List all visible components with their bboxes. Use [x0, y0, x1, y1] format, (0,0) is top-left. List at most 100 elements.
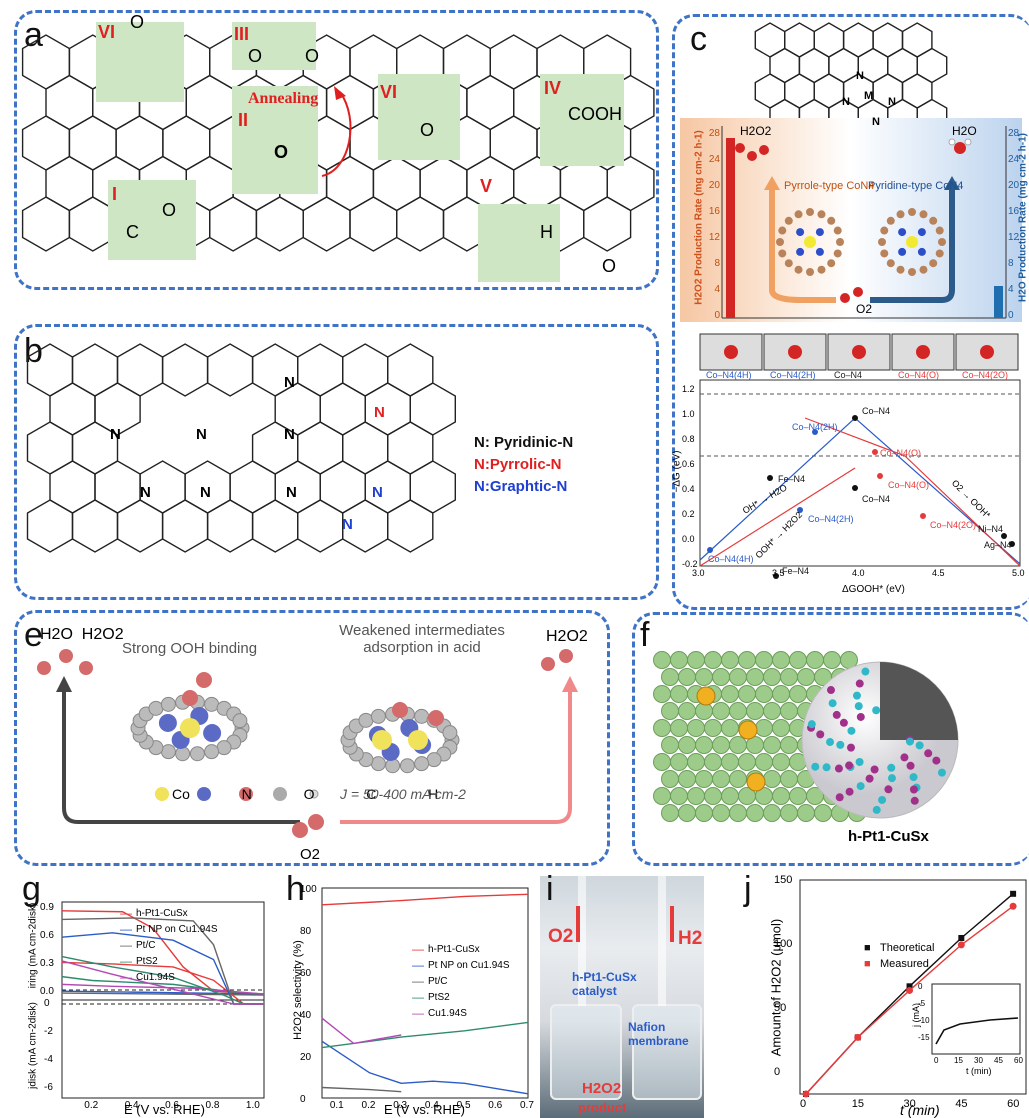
surface-site [854, 702, 863, 711]
data-point [854, 1033, 862, 1041]
surface-site [909, 785, 918, 794]
inset-xtick: 60 [1014, 1056, 1023, 1065]
surface-site [826, 738, 835, 747]
axis-tick-label: 20 [708, 180, 720, 191]
surface-site [828, 699, 837, 708]
surface-site [836, 740, 845, 749]
surface-site [832, 710, 841, 719]
point-label: Co–N4(2H) [808, 514, 854, 524]
d-ytick: -0.2 [682, 559, 698, 569]
f-caption: h-Pt1-CuSx [848, 828, 929, 845]
legend-swatch: — [412, 974, 424, 988]
carbon-atom [929, 259, 938, 268]
inset-xtick: 45 [994, 1056, 1003, 1065]
adsorbate [724, 345, 738, 359]
surface-site [845, 761, 854, 770]
panel-e-label: e [24, 616, 43, 654]
carbon-atom [806, 208, 814, 216]
nitrogen-atom [917, 247, 926, 256]
adsorbate [788, 345, 802, 359]
nitrogen-atom [796, 228, 805, 237]
surface-site [932, 756, 941, 765]
nitrogen-atom [796, 247, 805, 256]
tag-iii: III [234, 24, 250, 44]
disk-current-line [61, 960, 264, 1005]
legend-swatch: — [412, 990, 424, 1004]
carbon-atom [778, 226, 787, 235]
surface-site [835, 793, 844, 802]
oxygen-atom [428, 710, 444, 726]
surface-site [822, 763, 831, 772]
axis-tick-label: 12 [708, 232, 720, 243]
surface-site [884, 785, 893, 794]
d-ytick: 0.6 [682, 459, 695, 469]
surface-site [900, 753, 909, 762]
carbon-atom [189, 746, 205, 762]
surface-site [845, 787, 854, 796]
ketone-oxygen: O [130, 12, 145, 32]
data-point [1010, 890, 1017, 897]
product-oxygen [541, 657, 555, 671]
cobalt-atom [180, 718, 200, 738]
pt-atom [696, 686, 716, 706]
inset-xtick: 30 [974, 1056, 983, 1065]
point-label: Co–N4(2O) [930, 520, 977, 530]
point-label: Co–N4 [862, 494, 891, 504]
axis-tick-label: 28 [708, 128, 720, 139]
e-o2: O2 [300, 846, 321, 863]
structure-label: Co–N4(O) [898, 370, 940, 380]
selectivity-line [321, 1017, 402, 1045]
g-ring-tick: 0.9 [40, 902, 54, 913]
legend-graphitic: N:Graphtic-N [474, 478, 568, 495]
h-ytick: 100 [300, 884, 317, 895]
n-atom-graphitic-2: N [342, 516, 353, 533]
surface-site [839, 718, 848, 727]
data-point [920, 513, 926, 519]
carbon-atom [919, 265, 928, 274]
carbon-atom [908, 268, 916, 276]
axis-tick-label: 4 [714, 284, 720, 295]
carbon-atom [836, 238, 844, 246]
selectivity-line [321, 1086, 402, 1093]
data-point [707, 547, 713, 553]
axis-tick-label: 24 [708, 154, 720, 165]
surface-site [826, 686, 835, 695]
c-h2o2-label: H2O2 [740, 124, 772, 138]
h-ytick: 40 [300, 1010, 312, 1021]
j-xtick: 60 [1007, 1098, 1020, 1110]
e-weakened: Weakened intermediates adsorption in aci… [339, 622, 505, 656]
surface-site [811, 762, 820, 771]
adsorbate [980, 345, 994, 359]
surface-site [807, 720, 816, 729]
c-n-1: N [842, 96, 850, 108]
g-ring-tick: 0.3 [40, 958, 54, 969]
product-oxygen [559, 649, 573, 663]
carbon-atom [806, 268, 814, 276]
h-ytick: 60 [300, 968, 312, 979]
h-ytick: 0 [300, 1094, 306, 1105]
cooh-label: COOH [568, 104, 622, 124]
e-left-products: H2O H2O2 [40, 626, 124, 643]
structure-label: Co–N4(2O) [962, 370, 1009, 380]
carbon-atom [784, 259, 793, 268]
inset-current-line [935, 1017, 1019, 1045]
d-xtick: 4.5 [932, 568, 945, 578]
n-atom-7: N [286, 484, 297, 501]
surface-site [870, 765, 879, 774]
surface-site [856, 782, 865, 791]
carbon-atom [442, 725, 458, 741]
g-xtick: 1.0 [245, 1100, 260, 1111]
data-point [1009, 902, 1017, 910]
carbon-atom [880, 249, 889, 258]
legend-entry: Cu1.94S [428, 1008, 467, 1019]
legend-entry: Cu1.94S [136, 972, 175, 983]
data-point [852, 415, 858, 421]
g-disk-tick: -4 [44, 1054, 53, 1065]
j-xlabel: t (min) [900, 1102, 940, 1118]
carbon-atom [784, 216, 793, 225]
adsorbate [916, 345, 930, 359]
h-xlabel: E (V vs. RHE) [384, 1102, 465, 1117]
structure-label: Co–N4(2H) [770, 370, 816, 380]
